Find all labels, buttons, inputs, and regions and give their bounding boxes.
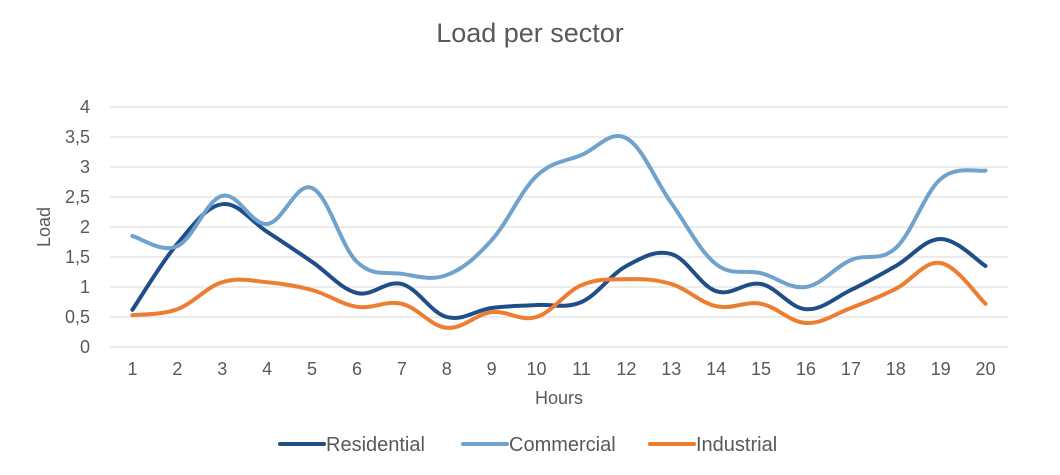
x-tick-label: 13 <box>661 359 681 379</box>
x-tick-label: 6 <box>352 359 362 379</box>
x-tick-label: 19 <box>931 359 951 379</box>
y-tick-label: 1,5 <box>65 247 90 267</box>
legend-label-industrial: Industrial <box>696 434 777 456</box>
legend-label-residential: Residential <box>326 434 425 456</box>
y-axis-ticks: 0 0,5 1 1,5 2 2,5 3 3,5 4 <box>65 97 90 357</box>
x-axis-title: Hours <box>535 388 583 408</box>
y-axis-title: Load <box>34 207 54 247</box>
y-tick-label: 0,5 <box>65 307 90 327</box>
y-tick-label: 3 <box>80 157 90 177</box>
x-tick-label: 5 <box>307 359 317 379</box>
series-line-commercial <box>130 134 988 290</box>
y-tick-label: 3,5 <box>65 127 90 147</box>
x-tick-label: 8 <box>442 359 452 379</box>
x-tick-label: 15 <box>751 359 771 379</box>
x-tick-label: 20 <box>976 359 996 379</box>
x-tick-label: 4 <box>262 359 272 379</box>
x-tick-label: 7 <box>397 359 407 379</box>
x-tick-label: 12 <box>616 359 636 379</box>
y-tick-label: 1 <box>80 277 90 297</box>
series-line-industrial <box>130 260 988 330</box>
x-tick-label: 14 <box>706 359 726 379</box>
x-tick-label: 18 <box>886 359 906 379</box>
x-tick-label: 16 <box>796 359 816 379</box>
x-tick-label: 2 <box>172 359 182 379</box>
series-lines <box>130 134 988 330</box>
x-tick-label: 1 <box>127 359 137 379</box>
legend: Residential Commercial Industrial <box>278 434 777 456</box>
y-tick-label: 4 <box>80 97 90 117</box>
legend-label-commercial: Commercial <box>509 434 616 456</box>
gridlines <box>110 106 1008 348</box>
y-tick-label: 0 <box>80 337 90 357</box>
y-tick-label: 2,5 <box>65 187 90 207</box>
x-tick-label: 3 <box>217 359 227 379</box>
x-tick-label: 11 <box>572 359 591 379</box>
x-axis-ticks: 1 2 3 4 5 6 7 8 9 10 11 12 13 14 15 16 17 18 19 20 <box>127 359 995 379</box>
x-tick-label: 9 <box>487 359 497 379</box>
x-tick-label: 10 <box>527 359 547 379</box>
chart-title: Load per sector <box>436 18 624 48</box>
y-tick-label: 2 <box>80 217 90 237</box>
x-tick-label: 17 <box>841 359 861 379</box>
